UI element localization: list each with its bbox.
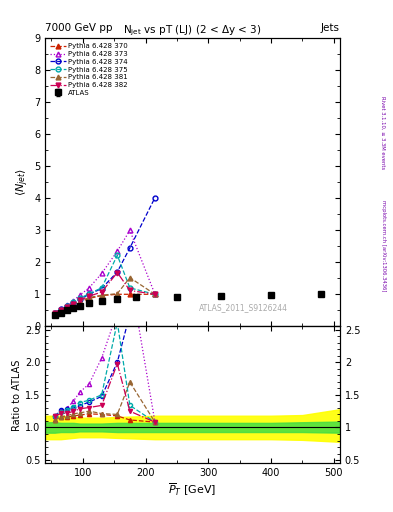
- Pythia 6.428 375: [87, 291, 92, 297]
- Pythia 6.428 373: [52, 310, 57, 316]
- Pythia 6.428 370: [65, 305, 70, 311]
- Pythia 6.428 373: [152, 291, 157, 297]
- Pythia 6.428 382: [77, 297, 82, 304]
- Pythia 6.428 382: [127, 287, 132, 293]
- Line: Pythia 6.428 382: Pythia 6.428 382: [52, 270, 157, 315]
- Pythia 6.428 370: [87, 295, 92, 302]
- Pythia 6.428 375: [127, 285, 132, 291]
- Pythia 6.428 374: [59, 306, 63, 312]
- Pythia 6.428 375: [115, 252, 120, 259]
- Pythia 6.428 382: [152, 291, 157, 297]
- Pythia 6.428 375: [77, 295, 82, 302]
- Pythia 6.428 370: [77, 299, 82, 305]
- Pythia 6.428 373: [127, 227, 132, 233]
- Pythia 6.428 374: [99, 286, 104, 292]
- Line: Pythia 6.428 375: Pythia 6.428 375: [52, 253, 157, 315]
- Pythia 6.428 381: [115, 291, 120, 297]
- Pythia 6.428 382: [115, 269, 120, 275]
- Pythia 6.428 381: [87, 294, 92, 301]
- Text: 7000 GeV pp: 7000 GeV pp: [45, 23, 113, 33]
- Y-axis label: Ratio to ATLAS: Ratio to ATLAS: [12, 359, 22, 431]
- Pythia 6.428 375: [59, 307, 63, 313]
- Pythia 6.428 370: [152, 291, 157, 297]
- Pythia 6.428 374: [77, 296, 82, 303]
- Pythia 6.428 381: [59, 308, 63, 314]
- Pythia 6.428 374: [115, 269, 120, 275]
- Pythia 6.428 381: [52, 311, 57, 317]
- Pythia 6.428 374: [152, 195, 157, 201]
- Text: ATLAS_2011_S9126244: ATLAS_2011_S9126244: [198, 303, 287, 312]
- Title: N$_\mathrm{jet}$ vs pT (LJ) (2 < $\Delta$y < 3): N$_\mathrm{jet}$ vs pT (LJ) (2 < $\Delta…: [123, 24, 262, 38]
- Pythia 6.428 370: [127, 291, 132, 297]
- Pythia 6.428 375: [152, 291, 157, 297]
- Pythia 6.428 382: [52, 310, 57, 316]
- Pythia 6.428 373: [71, 297, 76, 304]
- Pythia 6.428 374: [52, 310, 57, 316]
- Pythia 6.428 381: [99, 292, 104, 298]
- Pythia 6.428 370: [52, 311, 57, 317]
- Pythia 6.428 374: [127, 245, 132, 251]
- Line: Pythia 6.428 381: Pythia 6.428 381: [52, 275, 157, 316]
- Pythia 6.428 373: [65, 303, 70, 309]
- Pythia 6.428 382: [99, 289, 104, 295]
- Pythia 6.428 374: [65, 303, 70, 309]
- Pythia 6.428 375: [65, 303, 70, 309]
- Pythia 6.428 370: [99, 292, 104, 298]
- Legend: Pythia 6.428 370, Pythia 6.428 373, Pythia 6.428 374, Pythia 6.428 375, Pythia 6: Pythia 6.428 370, Pythia 6.428 373, Pyth…: [48, 41, 130, 98]
- X-axis label: $\overline{P}_T$ [GeV]: $\overline{P}_T$ [GeV]: [169, 481, 217, 498]
- Pythia 6.428 370: [115, 291, 120, 297]
- Pythia 6.428 375: [99, 285, 104, 291]
- Pythia 6.428 373: [115, 248, 120, 254]
- Pythia 6.428 381: [71, 301, 76, 307]
- Pythia 6.428 382: [59, 307, 63, 313]
- Pythia 6.428 373: [99, 270, 104, 276]
- Pythia 6.428 373: [59, 306, 63, 312]
- Text: Rivet 3.1.10, ≥ 3.3M events: Rivet 3.1.10, ≥ 3.3M events: [381, 96, 386, 170]
- Pythia 6.428 375: [52, 310, 57, 316]
- Line: Pythia 6.428 370: Pythia 6.428 370: [52, 292, 157, 316]
- Pythia 6.428 381: [127, 274, 132, 281]
- Pythia 6.428 373: [77, 292, 82, 298]
- Pythia 6.428 381: [65, 304, 70, 310]
- Pythia 6.428 381: [152, 291, 157, 297]
- Pythia 6.428 382: [71, 301, 76, 307]
- Line: Pythia 6.428 373: Pythia 6.428 373: [52, 228, 157, 315]
- Pythia 6.428 374: [87, 291, 92, 297]
- Pythia 6.428 375: [71, 299, 76, 305]
- Text: mcplots.cern.ch [arXiv:1306.3436]: mcplots.cern.ch [arXiv:1306.3436]: [381, 200, 386, 291]
- Pythia 6.428 382: [65, 304, 70, 310]
- Pythia 6.428 370: [71, 302, 76, 308]
- Pythia 6.428 382: [87, 293, 92, 300]
- Pythia 6.428 374: [71, 300, 76, 306]
- Line: Pythia 6.428 374: Pythia 6.428 374: [52, 195, 157, 315]
- Text: Jets: Jets: [321, 23, 340, 33]
- Pythia 6.428 370: [59, 308, 63, 314]
- Pythia 6.428 373: [87, 285, 92, 291]
- Y-axis label: $\langle N_{jet}\rangle$: $\langle N_{jet}\rangle$: [15, 168, 31, 197]
- Pythia 6.428 381: [77, 298, 82, 305]
